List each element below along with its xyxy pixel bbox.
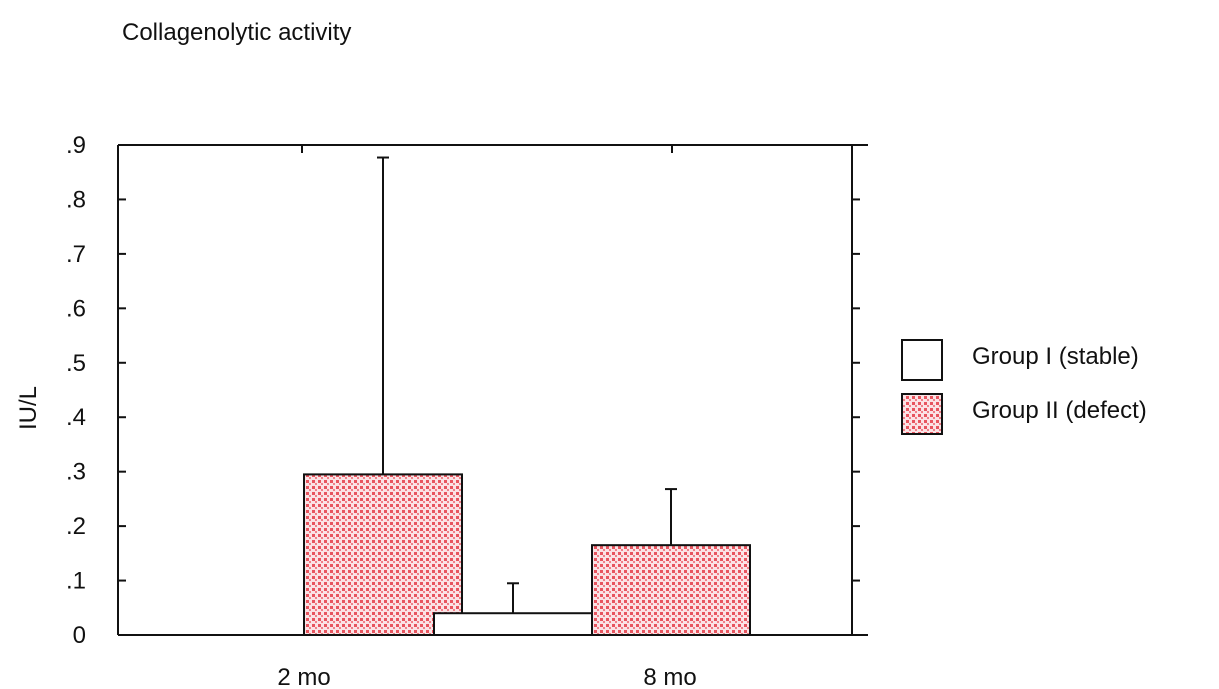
axes — [117, 144, 868, 636]
y-tick-label: .6 — [66, 295, 86, 322]
y-tick-label: .7 — [66, 241, 86, 268]
y-tick-label: .5 — [66, 350, 86, 377]
bar-group-ii — [303, 473, 463, 636]
y-tick-label: .1 — [66, 568, 86, 595]
bar-group-i — [433, 612, 593, 637]
y-tick-label: .3 — [66, 459, 86, 486]
legend-label: Group II (defect) — [972, 397, 1147, 424]
chart-title: Collagenolytic activity — [122, 19, 351, 46]
y-tick-label: .8 — [66, 186, 86, 213]
y-axis-title: IU/L — [15, 386, 42, 430]
y-tick-label: 0 — [73, 622, 86, 649]
bars — [303, 156, 751, 637]
legend-label: Group I (stable) — [972, 343, 1139, 370]
bar-group-ii — [591, 544, 751, 637]
y-tick-label: .9 — [66, 132, 86, 159]
x-tick-label: 8 mo — [643, 664, 696, 689]
x-tick-label: 2 mo — [277, 664, 330, 689]
y-tick-label: .2 — [66, 513, 86, 540]
y-tick-label: .4 — [66, 404, 86, 431]
legend: Group I (stable) Group II (defect) — [901, 339, 1147, 435]
legend-swatch-group-i — [901, 339, 943, 381]
y-tick-labels: 0 .1 .2 .3 .4 .5 .6 .7 .8 .9 — [66, 132, 86, 649]
legend-swatch-group-ii — [901, 393, 943, 435]
x-tick-labels: 2 mo 8 mo — [277, 664, 696, 689]
